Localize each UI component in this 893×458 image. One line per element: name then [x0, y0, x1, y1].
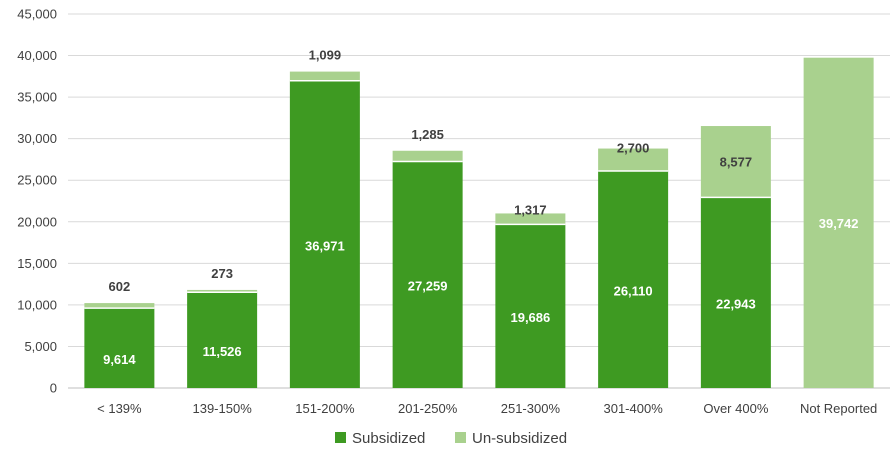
data-label-subsidized: 36,971 [305, 238, 345, 253]
data-label-subsidized: 11,526 [203, 344, 242, 359]
bar-unsubsidized [84, 303, 155, 309]
bar-unsubsidized [700, 126, 771, 198]
y-tick-label: 5,000 [24, 339, 57, 354]
legend-label: Un-subsidized [472, 430, 567, 447]
bar-subsidized [598, 170, 669, 388]
y-tick-label: 45,000 [17, 7, 57, 22]
bar-unsubsidized [598, 148, 669, 171]
data-label-unsubsidized: 8,577 [720, 155, 753, 170]
data-label-unsubsidized: 1,099 [309, 48, 342, 63]
x-tick-label: Over 400% [703, 401, 768, 416]
legend-swatch [335, 432, 346, 443]
data-label-unsubsidized: 1,285 [411, 127, 444, 142]
data-label-subsidized: 22,943 [716, 297, 756, 312]
bar-unsubsidized [495, 213, 566, 225]
y-tick-label: 25,000 [17, 173, 57, 188]
bar-unsubsidized [187, 289, 258, 293]
bar-unsubsidized [392, 150, 463, 162]
bar-subsidized [392, 161, 463, 388]
bar-subsidized [700, 197, 771, 388]
bar-subsidized [289, 80, 360, 388]
x-tick-label: 201-250% [398, 401, 458, 416]
data-label-unsubsidized: 602 [109, 279, 131, 294]
y-tick-label: 35,000 [17, 90, 57, 105]
legend-label: Subsidized [352, 430, 425, 447]
bar-subsidized [495, 224, 566, 388]
data-label-unsubsidized: 39,742 [819, 216, 859, 231]
data-label-unsubsidized: 2,700 [617, 141, 650, 156]
data-label-unsubsidized: 273 [211, 266, 233, 281]
x-tick-label: 301-400% [603, 401, 663, 416]
data-label-subsidized: 19,686 [510, 310, 550, 325]
data-label-unsubsidized: 1,317 [514, 202, 547, 217]
x-tick-label: 251-300% [501, 401, 561, 416]
bar-unsubsidized [803, 57, 874, 388]
y-tick-label: 40,000 [17, 48, 57, 63]
x-tick-label: 151-200% [295, 401, 355, 416]
bar-subsidized [84, 308, 155, 388]
y-tick-label: 0 [50, 381, 57, 396]
x-axis: < 139% 139-150% 151-200% 201-250% 251-300% 30… [97, 401, 877, 416]
bar-unsubsidized [289, 71, 360, 81]
y-tick-label: 20,000 [17, 214, 57, 229]
data-label-subsidized: 26,110 [614, 283, 653, 298]
y-tick-label: 15,000 [17, 256, 57, 271]
x-tick-label: < 139% [97, 401, 142, 416]
x-tick-label: 139-150% [192, 401, 252, 416]
y-tick-label: 10,000 [17, 297, 57, 312]
y-axis: 0 5,000 10,000 15,000 20,000 25,000 30,000 35,0… [17, 7, 57, 396]
bar-subsidized [187, 292, 258, 388]
legend: Subsidized Un-subsidized [335, 430, 567, 447]
legend-swatch [455, 432, 466, 443]
bars: 9,614 602 11,526 273 36,971 1,099 27,259 1,285 1… [84, 48, 874, 388]
x-tick-label: Not Reported [800, 401, 877, 416]
y-tick-label: 30,000 [17, 131, 57, 146]
data-label-subsidized: 9,614 [103, 352, 136, 367]
data-label-subsidized: 27,259 [408, 279, 448, 294]
